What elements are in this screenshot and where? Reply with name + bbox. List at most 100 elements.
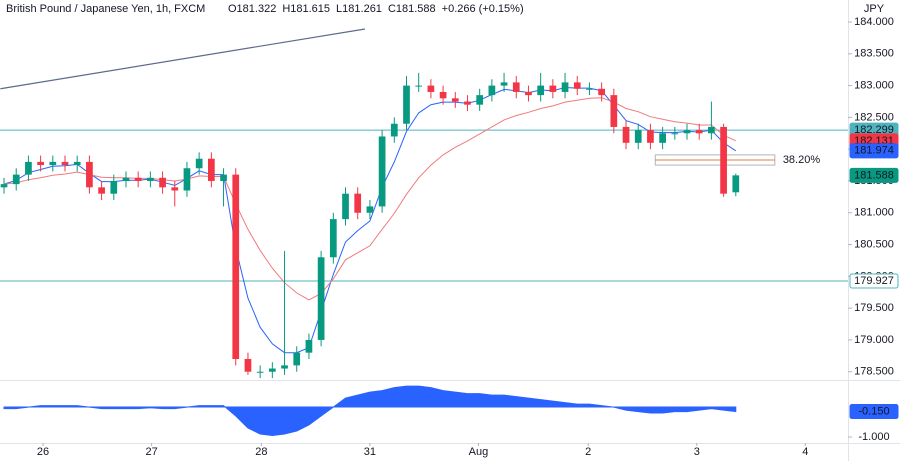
candle-body [378,136,386,207]
candle-body [12,174,20,185]
candle-body [122,177,130,181]
candle-body [512,82,520,92]
x-tick-label: 4 [802,446,808,458]
candle-body [37,161,44,166]
currency: JPY [864,3,885,15]
candle-body [49,161,57,166]
y-tick-label: 180.500 [854,238,894,250]
quote-value: C181.588 [388,3,436,15]
y-tick-label: 183.000 [854,79,894,91]
candle-body [329,219,337,258]
candle-body [659,133,666,143]
x-tick-label: 27 [145,446,157,458]
x-tick-label: Aug [469,446,489,458]
candle-body [647,130,654,143]
candle-body [500,82,508,86]
candle-body [720,126,727,194]
y-tick-label: 179.000 [854,334,894,346]
candle-body [86,161,93,188]
candle-body [634,130,642,143]
candle-body [256,371,264,373]
quote-value: +0.266 (+0.15%) [442,3,524,15]
y-tick-label: 179.500 [854,302,894,314]
candle-body [732,175,740,193]
ma-badge-label: 181.974 [854,145,894,157]
candle-body [354,193,362,213]
hline-badge-label: 179.927 [854,275,894,287]
candle-body [110,180,118,194]
candle-body [403,85,410,124]
candle-body [195,158,203,169]
candle-body [159,177,166,188]
candle-body [220,174,227,181]
hline-badge-label: 182.299 [854,124,894,136]
candle-body [464,101,471,105]
candle-body [451,98,459,102]
candle-body [586,88,593,90]
trendline [0,28,366,90]
y-tick-label: 183.500 [854,48,894,60]
candle-body [268,368,276,372]
candle-body [439,91,447,99]
y-tick-label: 178.500 [854,366,894,378]
candle-body [390,123,398,137]
ma-badge [849,143,899,159]
x-tick-label: 28 [255,446,267,458]
candle-body [232,174,240,360]
oscillator-area [3,385,737,437]
candle-body [25,161,32,175]
candle-body [305,339,313,353]
candle-body [695,130,703,134]
candle-body [281,365,288,369]
candle-body [342,193,349,220]
candle-body [610,95,618,127]
candle-body [183,168,191,191]
candle-body [476,95,484,105]
quote: O181.322 H181.615 L181.261 C181.588 +0.266 (… [228,3,524,15]
candle-body [427,85,435,92]
candle-body [147,177,154,181]
candle-body [0,184,8,188]
candle-body [98,187,105,194]
quote-value: L181.261 [336,3,382,15]
candle-body [61,161,69,166]
candle-body [537,85,545,96]
osc-y-tick-label: -1.000 [858,431,889,443]
candle-body [683,130,691,134]
quote-value: H181.615 [282,3,330,15]
candle-body [208,158,215,181]
candle-body [488,85,496,96]
candle-body [561,82,569,92]
x-tick-label: 3 [694,446,700,458]
x-tick-label: 26 [37,446,49,458]
candle-body [708,126,715,134]
fib-label: 38.20% [783,154,821,166]
hline-badge [849,273,899,289]
y-tick-label: 184.000 [854,16,894,28]
symbol-title: British Pound / Japanese Yen, 1h, FXCM [6,3,205,15]
quote-value: O181.322 [228,3,276,15]
candle-body [244,359,252,372]
candle-body [134,177,142,181]
header-background [0,0,560,17]
last-price-badge-label: 181.588 [854,169,894,181]
candle-body [415,85,423,87]
candle-body [598,88,605,96]
candle-body [573,82,581,89]
candle-body [366,206,374,213]
osc-badge-label: -0.150 [858,405,889,417]
axes: 178.500179.000179.500180.000180.500181.0… [37,16,899,458]
y-tick-label: 182.500 [854,111,894,123]
osc-badge [849,404,899,420]
candle-body [622,126,630,143]
candle-body [525,91,532,96]
last-price-badge [849,167,899,183]
candle-body [549,85,557,92]
candle-body [293,352,301,366]
candle-body [671,133,679,135]
y-tick-label: 181.000 [854,207,894,219]
candle-body [73,161,81,166]
